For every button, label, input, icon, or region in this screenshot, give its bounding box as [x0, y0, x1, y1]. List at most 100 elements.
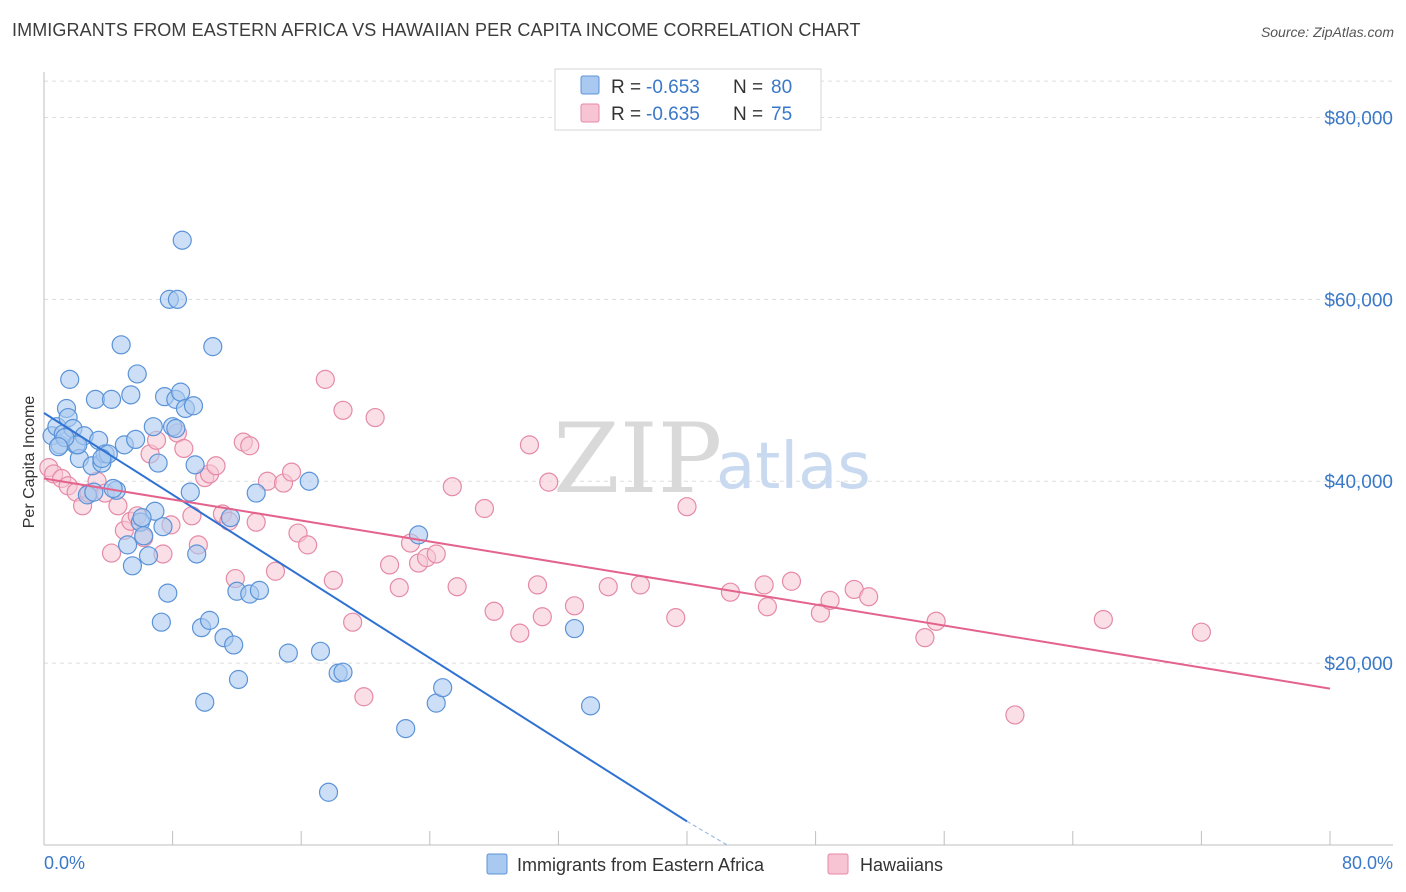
data-point-eastern-africa [246, 483, 266, 503]
data-point-hawaiians [1005, 705, 1025, 725]
data-point-eastern-africa [172, 230, 192, 250]
data-point-eastern-africa [132, 508, 152, 528]
data-point-eastern-africa [220, 508, 241, 528]
data-point-hawaiians [323, 570, 343, 590]
data-point-hawaiians [859, 587, 879, 607]
data-point-hawaiians [240, 436, 260, 456]
data-point-hawaiians [298, 535, 318, 555]
data-point-hawaiians [246, 512, 266, 532]
legend-r-label-pink: R = [611, 104, 641, 125]
data-point-hawaiians [666, 608, 686, 628]
data-point-eastern-africa [183, 396, 204, 416]
data-point-hawaiians [315, 369, 335, 389]
data-point-eastern-africa [203, 337, 223, 357]
data-point-hawaiians [915, 628, 935, 648]
data-point-hawaiians [539, 472, 559, 492]
data-point-eastern-africa [318, 782, 339, 802]
x-tick-label-max: 80.0% [1342, 853, 1393, 873]
data-point-hawaiians [810, 603, 831, 623]
data-point-hawaiians [926, 611, 946, 631]
trend-lines [43, 412, 1331, 846]
legend-swatch-pink [580, 103, 600, 123]
top-legend: R = -0.653 N = 80 R = -0.635 N = 75 [554, 68, 822, 131]
data-point-eastern-africa [166, 418, 186, 439]
watermark: ZIP atlas [553, 403, 871, 515]
data-point-hawaiians [630, 575, 650, 595]
data-point-eastern-africa [151, 612, 171, 632]
eastern-africa-points [42, 230, 601, 802]
trend-line-hawaiians [43, 477, 1331, 690]
data-point-eastern-africa [333, 662, 353, 682]
data-point-hawaiians [677, 497, 697, 517]
chart-title: IMMIGRANTS FROM EASTERN AFRICA VS HAWAII… [12, 20, 861, 40]
data-point-hawaiians [206, 456, 226, 476]
legend-n-value-blue: 80 [771, 77, 792, 98]
data-point-eastern-africa [278, 643, 298, 663]
grid-lines [44, 80, 1393, 664]
data-point-eastern-africa [249, 580, 270, 600]
data-point-eastern-africa [60, 369, 80, 389]
trend-line-eastern-africa [43, 412, 688, 823]
data-point-eastern-africa [126, 429, 146, 450]
y-tick-label: $20,000 [1324, 654, 1393, 675]
data-point-hawaiians [281, 462, 302, 482]
data-point-eastern-africa [228, 669, 249, 690]
data-point-eastern-africa [117, 535, 138, 555]
data-point-hawaiians [343, 612, 363, 632]
data-point-hawaiians [101, 543, 122, 563]
hawaiians-points [39, 369, 1212, 725]
legend-swatch-blue [580, 75, 600, 95]
data-point-eastern-africa [224, 635, 244, 655]
data-point-hawaiians [354, 687, 374, 707]
data-point-eastern-africa [180, 482, 200, 502]
legend-r-label-blue: R = [611, 77, 641, 98]
data-point-eastern-africa [580, 696, 601, 716]
trend-line-eastern-africa-extension [686, 820, 728, 846]
data-point-hawaiians [484, 601, 504, 621]
data-point-eastern-africa [171, 382, 191, 402]
data-point-eastern-africa [121, 385, 141, 405]
data-point-eastern-africa [433, 678, 453, 698]
data-point-hawaiians [474, 498, 495, 519]
bottom-legend-swatch-pink [827, 853, 849, 875]
legend-n-value-pink: 75 [771, 104, 792, 125]
data-point-hawaiians [1093, 609, 1113, 630]
data-point-eastern-africa [299, 471, 319, 491]
data-point-eastern-africa [158, 583, 178, 603]
data-point-hawaiians [564, 596, 585, 616]
x-tick-label-min: 0.0% [44, 853, 85, 873]
source-note: Source: ZipAtlas.com [1260, 24, 1394, 40]
data-point-eastern-africa [122, 556, 143, 576]
bottom-legend-swatch-blue [486, 853, 508, 875]
data-point-hawaiians [519, 435, 540, 455]
data-point-hawaiians [754, 575, 774, 595]
data-point-eastern-africa [85, 389, 106, 409]
data-point-hawaiians [442, 477, 462, 497]
y-tick-label: $60,000 [1324, 290, 1393, 311]
data-point-eastern-africa [101, 389, 122, 409]
data-point-eastern-africa [92, 448, 112, 469]
bottom-legend: Immigrants from Eastern Africa Hawaiians [486, 853, 943, 875]
axes [43, 72, 1393, 846]
data-point-eastern-africa [187, 544, 207, 564]
data-point-hawaiians [174, 438, 194, 459]
data-point-hawaiians [598, 577, 618, 597]
data-point-hawaiians [1191, 622, 1212, 642]
data-point-hawaiians [781, 571, 802, 591]
data-point-hawaiians [365, 407, 385, 428]
data-point-hawaiians [532, 607, 552, 627]
legend-r-value-pink: -0.635 [646, 104, 700, 125]
legend-n-label-pink: N = [733, 104, 763, 125]
data-point-hawaiians [527, 575, 548, 595]
y-tick-label: $40,000 [1324, 472, 1393, 493]
data-point-eastern-africa [134, 526, 154, 546]
data-point-hawaiians [265, 561, 286, 581]
data-point-hawaiians [182, 506, 202, 526]
watermark-zip: ZIP [553, 403, 722, 515]
data-point-eastern-africa [185, 455, 205, 475]
data-point-eastern-africa [148, 453, 168, 473]
bottom-legend-label-blue: Immigrants from Eastern Africa [517, 855, 765, 875]
data-point-hawaiians [389, 578, 409, 598]
data-point-hawaiians [757, 597, 777, 617]
